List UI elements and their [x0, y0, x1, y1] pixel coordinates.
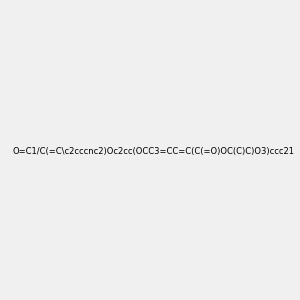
Text: O=C1/C(=C\c2cccnc2)Oc2cc(OCC3=CC=C(C(=O)OC(C)C)O3)ccc21: O=C1/C(=C\c2cccnc2)Oc2cc(OCC3=CC=C(C(=O)… — [13, 147, 295, 156]
